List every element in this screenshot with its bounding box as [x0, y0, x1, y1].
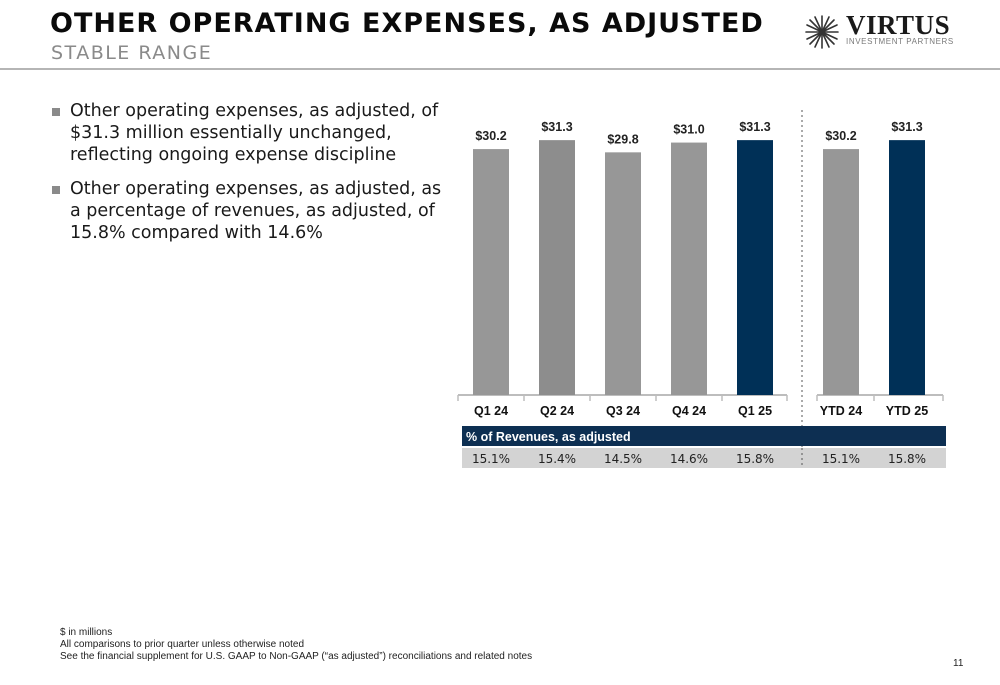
virtus-logo: VIRTUS INVESTMENT PARTNERS	[802, 10, 962, 52]
starburst-icon	[805, 15, 839, 49]
bar	[671, 142, 707, 395]
bar-value-label: $29.8	[607, 132, 638, 146]
table-value: 15.1%	[822, 452, 860, 466]
table-value: 15.4%	[538, 452, 576, 466]
table-value: 14.5%	[604, 452, 642, 466]
logo-tagline: INVESTMENT PARTNERS	[846, 37, 954, 46]
bar	[539, 140, 575, 395]
bar	[889, 140, 925, 395]
x-tick-label: YTD 24	[820, 404, 862, 418]
bar	[737, 140, 773, 395]
x-tick-label: Q2 24	[540, 404, 574, 418]
bar	[473, 149, 509, 395]
bar-value-label: $31.3	[541, 120, 572, 134]
x-tick-label: Q3 24	[606, 404, 640, 418]
square-bullet-icon	[52, 108, 60, 116]
bullet-text: Other operating expenses, as adjusted, o…	[70, 101, 439, 165]
bar-value-label: $31.0	[673, 123, 704, 137]
bullet-text: Other operating expenses, as adjusted, a…	[70, 179, 442, 243]
bar-value-label: $30.2	[475, 129, 506, 143]
logo-wordmark: VIRTUS	[846, 10, 951, 40]
table-row-band	[462, 448, 946, 468]
x-tick-label: Q4 24	[672, 404, 706, 418]
header-divider	[0, 68, 1000, 70]
page-number: 11	[953, 658, 964, 669]
expenses-bar-chart: $30.2 Q1 24 $31.3 Q2 24 $29.8 Q3 24 $31.0 Q4 24…	[457, 110, 946, 470]
page-subtitle: STABLE RANGE	[51, 42, 213, 64]
bar-value-label: $31.3	[739, 120, 770, 134]
x-tick-label: Q1 24	[474, 404, 508, 418]
x-tick-label: Q1 25	[738, 404, 772, 418]
table-value: 15.8%	[888, 452, 926, 466]
bar	[823, 149, 859, 395]
footnote-line: $ in millions	[60, 627, 113, 638]
square-bullet-icon	[52, 186, 60, 194]
bullet-list: Other operating expenses, as adjusted, o…	[52, 100, 452, 256]
x-tick-label: YTD 25	[886, 404, 928, 418]
table-header-band	[462, 426, 946, 446]
footnotes: $ in millions All comparisons to prior q…	[60, 627, 532, 663]
footnote-line: See the financial supplement for U.S. GA…	[60, 651, 533, 662]
footnote-line: All comparisons to prior quarter unless …	[60, 639, 305, 650]
page-title: OTHER OPERATING EXPENSES, AS ADJUSTED	[50, 8, 764, 39]
bullet-item: Other operating expenses, as adjusted, a…	[52, 178, 452, 244]
bar	[605, 152, 641, 395]
bar-value-label: $31.3	[891, 120, 922, 134]
bullet-item: Other operating expenses, as adjusted, o…	[52, 100, 452, 166]
table-value: 15.8%	[736, 452, 774, 466]
table-value: 15.1%	[472, 452, 510, 466]
table-header-label: % of Revenues, as adjusted	[466, 430, 631, 444]
bar-value-label: $30.2	[825, 129, 856, 143]
table-value: 14.6%	[670, 452, 708, 466]
